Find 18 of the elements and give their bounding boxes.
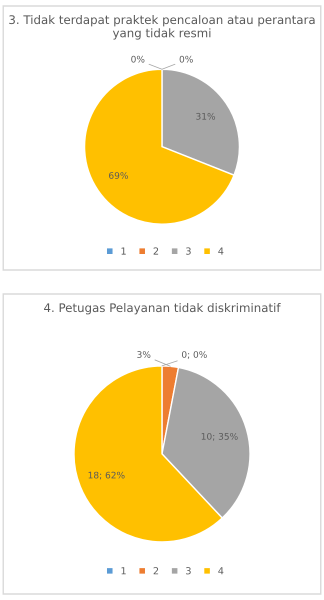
chart-title: 3. Tidak terdapat praktek pencaloan atau perantara yang tidak resmi	[9, 15, 315, 40]
legend-label: 2	[154, 247, 158, 255]
legend-label: 1	[122, 248, 126, 255]
legend-label: 4	[218, 567, 224, 574]
data-label: 18; 62%	[88, 472, 125, 480]
text: 0%	[180, 56, 193, 63]
data-label: 31%	[196, 112, 216, 120]
legend-label: 4	[218, 248, 224, 255]
data-label: 10; 35%	[202, 432, 238, 441]
chart-title: 4. Petugas Pelayanan tidak diskriminatif	[44, 303, 281, 314]
legend-label: 2	[154, 567, 158, 574]
legend-label: 3	[186, 567, 191, 574]
text: 0; 0%	[182, 351, 207, 359]
data-label: 3%	[137, 351, 150, 358]
text: 0%	[131, 56, 144, 63]
legend-label: 3	[186, 247, 191, 255]
legend-label: 1	[122, 567, 126, 574]
data-label: 69%	[109, 172, 128, 179]
